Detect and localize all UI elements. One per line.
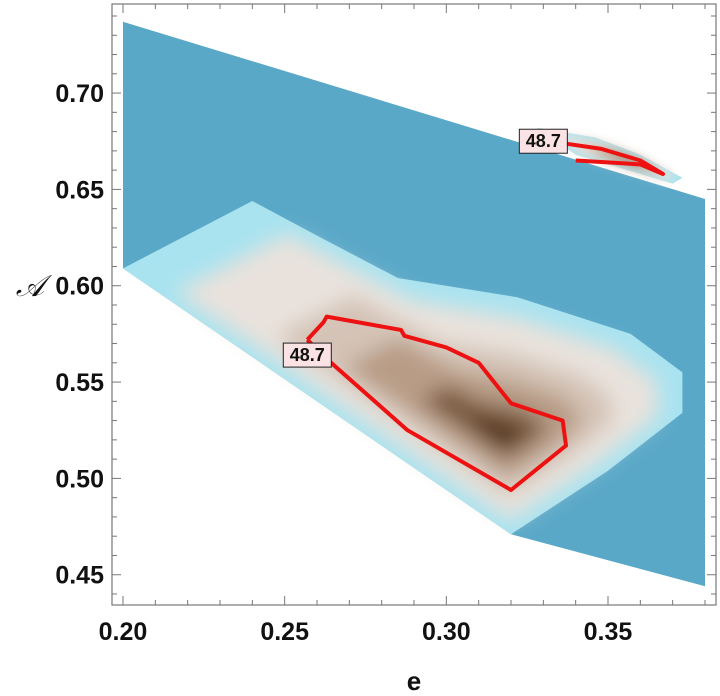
region-lower-maximum: [123, 201, 683, 535]
region-shading: [176, 234, 658, 521]
x-tick-label: 0.30: [422, 618, 471, 646]
x-tick-label: 0.20: [99, 618, 148, 646]
y-tick-label: 0.70: [55, 80, 104, 108]
x-tick-label: 0.25: [260, 618, 309, 646]
y-axis-title: 𝒜: [16, 270, 53, 303]
contour-line-1: [305, 314, 568, 492]
x-axis-title: e: [407, 666, 421, 696]
contour-label-box: [518, 128, 568, 154]
y-tick-label: 0.60: [55, 273, 104, 301]
y-axis: 0.45 0.50 0.55 0.60 0.65 0.70: [55, 15, 716, 595]
contour-lines: 48.7 48.7: [282, 128, 665, 492]
x-axis: 0.20 0.25 0.30 0.35: [99, 4, 706, 646]
y-tick-label: 0.45: [55, 562, 104, 590]
contour-label: 48.7: [526, 131, 561, 151]
contour-label-box: [282, 342, 332, 368]
y-tick-label: 0.55: [55, 369, 104, 397]
y-tick-label: 0.65: [55, 176, 104, 204]
contour-label: 48.7: [290, 345, 325, 365]
x-tick-label: 0.35: [584, 618, 633, 646]
y-tick-label: 0.50: [55, 465, 104, 493]
region-peak: [470, 416, 521, 447]
contour-line-2: [562, 141, 665, 176]
plot-area: 48.7 48.7: [123, 21, 705, 587]
